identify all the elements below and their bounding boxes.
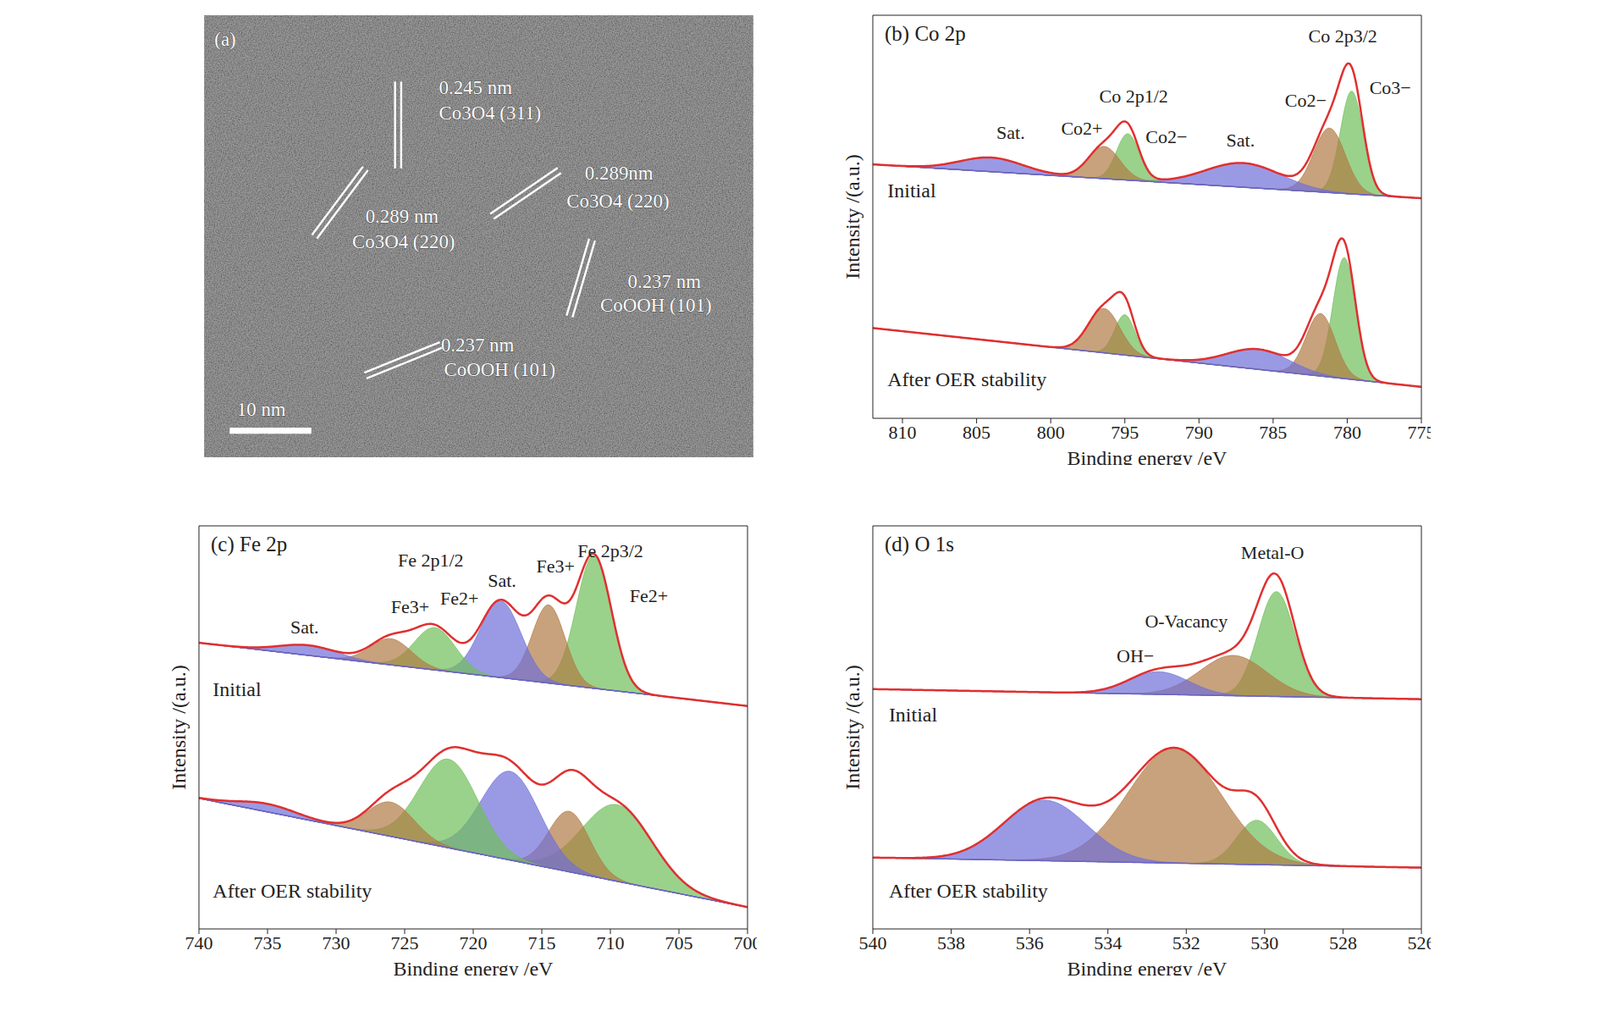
svg-text:CoOOH (101): CoOOH (101) [600,294,712,316]
svg-text:0.237 nm: 0.237 nm [628,270,702,293]
svg-text:Sat.: Sat. [996,121,1026,144]
svg-text:10 nm: 10 nm [237,398,287,420]
svg-text:0.237 nm: 0.237 nm [441,334,515,356]
html-text:(c) Fe 2p: (c) Fe 2p [210,532,288,556]
svg-text:700: 700 [733,932,758,954]
svg-text:O-Vacancy: O-Vacancy [1144,610,1228,632]
svg-text:790: 790 [1185,421,1214,443]
svg-text:735: 735 [253,932,282,954]
svg-text:0.245 nm: 0.245 nm [438,77,513,99]
svg-text:Sat.: Sat. [1226,129,1256,151]
svg-text:Fe2+: Fe2+ [629,584,668,607]
svg-text:Fe2+: Fe2+ [440,587,479,609]
svg-text:Initial: Initial [212,678,262,701]
svg-text:528: 528 [1329,932,1358,954]
svg-text:Intensity /(a.u.): Intensity /(a.u.) [841,664,864,789]
svg-text:Sat.: Sat. [487,569,517,591]
svg-text:(a): (a) [214,28,236,50]
svg-text:Binding energy /eV: Binding energy /eV [1067,957,1229,976]
svg-text:Co2−: Co2− [1285,89,1327,111]
html-text:(b) Co 2p: (b) Co 2p [884,22,966,45]
svg-text:Binding energy /eV: Binding energy /eV [393,957,555,976]
svg-text:Co2−: Co2− [1145,126,1187,148]
svg-text:775: 775 [1407,421,1432,443]
svg-text:530: 530 [1250,932,1279,954]
svg-text:Co3O4 (220): Co3O4 (220) [566,190,669,212]
svg-text:780: 780 [1333,421,1362,443]
svg-text:534: 534 [1093,932,1122,954]
svg-text:After OER stability: After OER stability [212,879,372,902]
svg-text:Co3−: Co3− [1369,77,1412,99]
svg-text:Co3O4 (311): Co3O4 (311) [438,102,541,124]
svg-text:Metal-O: Metal-O [1241,541,1305,563]
svg-text:730: 730 [322,932,351,954]
svg-text:Fe 2p1/2: Fe 2p1/2 [397,549,464,571]
svg-text:Binding energy /eV: Binding energy /eV [1067,446,1229,465]
svg-text:Co 2p3/2: Co 2p3/2 [1308,25,1378,47]
svg-text:Sat.: Sat. [290,616,320,638]
svg-text:740: 740 [185,932,214,954]
svg-text:Co 2p1/2: Co 2p1/2 [1099,85,1169,107]
svg-text:0.289nm: 0.289nm [584,162,654,184]
svg-text:Fe3+: Fe3+ [391,595,430,618]
svg-text:785: 785 [1258,421,1287,443]
svg-text:OH−: OH− [1116,645,1154,667]
svg-text:532: 532 [1172,932,1201,954]
svg-text:536: 536 [1015,932,1044,954]
svg-text:810: 810 [888,421,917,443]
svg-text:795: 795 [1110,421,1139,443]
svg-text:725: 725 [391,932,420,954]
svg-text:705: 705 [665,932,694,954]
svg-text:After OER stability: After OER stability [887,368,1047,391]
svg-text:538: 538 [937,932,966,954]
svg-text:Initial: Initial [887,179,937,202]
svg-text:805: 805 [962,421,991,443]
svg-text:540: 540 [859,932,888,954]
svg-text:Intensity /(a.u.): Intensity /(a.u.) [841,154,864,279]
svg-text:710: 710 [596,932,625,954]
svg-text:0.289 nm: 0.289 nm [365,205,440,227]
svg-text:720: 720 [459,932,488,954]
svg-text:526: 526 [1407,932,1432,954]
svg-text:Co2+: Co2+ [1060,117,1103,139]
svg-text:CoOOH (101): CoOOH (101) [444,358,557,381]
svg-text:715: 715 [528,932,557,954]
svg-text:Initial: Initial [888,703,938,726]
html-text:(d) O 1s: (d) O 1s [884,532,954,556]
svg-text:800: 800 [1037,421,1065,443]
svg-text:Fe3+: Fe3+ [535,555,574,577]
svg-text:Intensity /(a.u.): Intensity /(a.u.) [167,664,190,789]
svg-text:Fe 2p3/2: Fe 2p3/2 [577,540,644,562]
svg-text:Co3O4 (220): Co3O4 (220) [352,231,455,253]
svg-text:After OER stability: After OER stability [888,879,1049,902]
